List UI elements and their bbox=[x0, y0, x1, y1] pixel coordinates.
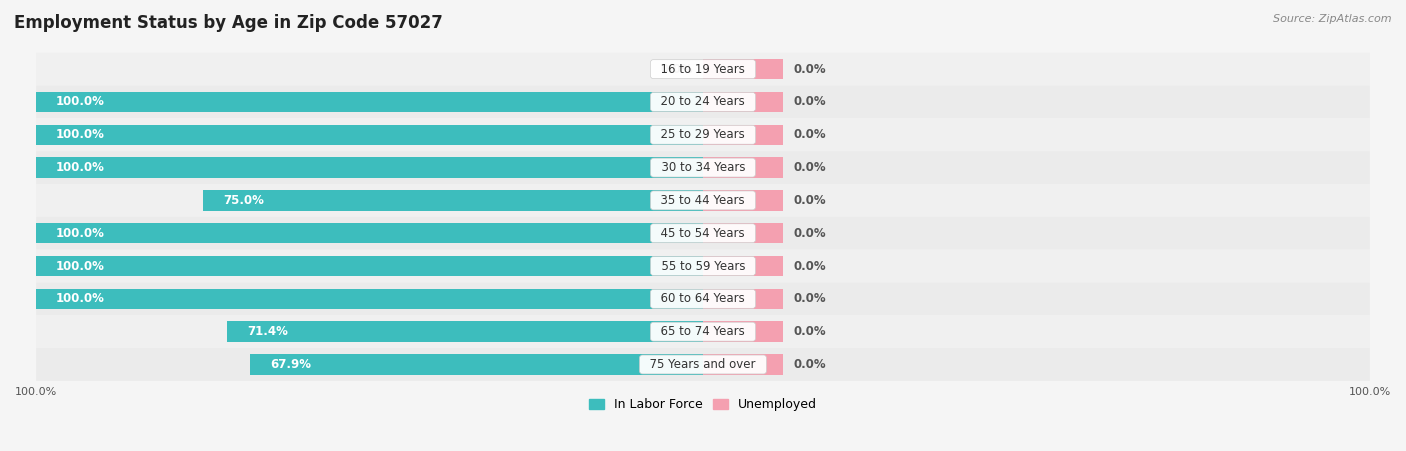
Bar bbox=[37, 289, 703, 309]
Text: 75 Years and over: 75 Years and over bbox=[643, 358, 763, 371]
Text: 0.0%: 0.0% bbox=[793, 63, 825, 76]
FancyBboxPatch shape bbox=[37, 315, 1369, 348]
Text: Employment Status by Age in Zip Code 57027: Employment Status by Age in Zip Code 570… bbox=[14, 14, 443, 32]
Text: 30 to 34 Years: 30 to 34 Years bbox=[654, 161, 752, 174]
Text: 0.0%: 0.0% bbox=[793, 227, 825, 240]
Text: 20 to 24 Years: 20 to 24 Years bbox=[654, 96, 752, 108]
Text: 75.0%: 75.0% bbox=[222, 194, 264, 207]
FancyBboxPatch shape bbox=[37, 53, 1369, 86]
Bar bbox=[703, 289, 783, 309]
Text: 60 to 64 Years: 60 to 64 Years bbox=[654, 292, 752, 305]
FancyBboxPatch shape bbox=[37, 217, 1369, 249]
Text: 100.0%: 100.0% bbox=[56, 96, 105, 108]
Bar bbox=[37, 124, 703, 145]
Bar bbox=[202, 190, 703, 211]
Text: 71.4%: 71.4% bbox=[247, 325, 288, 338]
Text: 65 to 74 Years: 65 to 74 Years bbox=[654, 325, 752, 338]
Text: 0.0%: 0.0% bbox=[793, 194, 825, 207]
Text: 100.0%: 100.0% bbox=[56, 227, 105, 240]
Text: 0.0%: 0.0% bbox=[793, 96, 825, 108]
Text: 55 to 59 Years: 55 to 59 Years bbox=[654, 259, 752, 272]
FancyBboxPatch shape bbox=[37, 282, 1369, 315]
Bar bbox=[703, 354, 783, 375]
Text: 100.0%: 100.0% bbox=[56, 259, 105, 272]
Text: 0.0%: 0.0% bbox=[793, 128, 825, 141]
FancyBboxPatch shape bbox=[37, 348, 1369, 381]
Bar bbox=[37, 256, 703, 276]
Text: 35 to 44 Years: 35 to 44 Years bbox=[654, 194, 752, 207]
Text: 0.0%: 0.0% bbox=[793, 292, 825, 305]
Bar bbox=[703, 322, 783, 342]
Bar bbox=[226, 322, 703, 342]
Text: 100.0%: 100.0% bbox=[56, 128, 105, 141]
FancyBboxPatch shape bbox=[37, 184, 1369, 217]
Text: 0.0%: 0.0% bbox=[793, 161, 825, 174]
FancyBboxPatch shape bbox=[37, 86, 1369, 118]
Bar bbox=[703, 157, 783, 178]
Text: 0.0%: 0.0% bbox=[793, 259, 825, 272]
Text: 0.0%: 0.0% bbox=[793, 325, 825, 338]
Bar bbox=[703, 59, 783, 79]
Text: 45 to 54 Years: 45 to 54 Years bbox=[654, 227, 752, 240]
FancyBboxPatch shape bbox=[37, 118, 1369, 151]
Bar bbox=[703, 92, 783, 112]
Legend: In Labor Force, Unemployed: In Labor Force, Unemployed bbox=[583, 393, 823, 416]
Bar bbox=[37, 157, 703, 178]
Text: 0.0%: 0.0% bbox=[661, 63, 693, 76]
Text: Source: ZipAtlas.com: Source: ZipAtlas.com bbox=[1274, 14, 1392, 23]
Text: 100.0%: 100.0% bbox=[56, 161, 105, 174]
FancyBboxPatch shape bbox=[37, 151, 1369, 184]
Text: 0.0%: 0.0% bbox=[793, 358, 825, 371]
Bar bbox=[703, 190, 783, 211]
Bar bbox=[37, 92, 703, 112]
Bar bbox=[250, 354, 703, 375]
Text: 16 to 19 Years: 16 to 19 Years bbox=[654, 63, 752, 76]
Bar bbox=[703, 256, 783, 276]
Bar bbox=[703, 124, 783, 145]
Bar bbox=[703, 223, 783, 244]
Text: 25 to 29 Years: 25 to 29 Years bbox=[654, 128, 752, 141]
FancyBboxPatch shape bbox=[37, 249, 1369, 282]
Text: 67.9%: 67.9% bbox=[270, 358, 311, 371]
Bar bbox=[37, 223, 703, 244]
Text: 100.0%: 100.0% bbox=[56, 292, 105, 305]
